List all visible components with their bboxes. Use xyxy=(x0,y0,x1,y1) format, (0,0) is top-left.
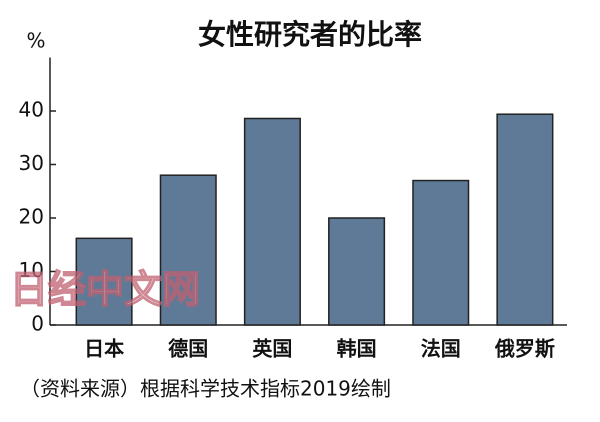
x-tick-label: 俄罗斯 xyxy=(494,337,555,361)
y-unit: % xyxy=(26,29,45,53)
bar xyxy=(243,117,301,326)
watermark: 日经中文网 xyxy=(10,268,200,312)
y-tick-label: 40 xyxy=(19,98,44,122)
x-tick-label: 德国 xyxy=(168,337,208,361)
bar xyxy=(496,113,554,326)
y-tick-label: 0 xyxy=(31,312,44,336)
chart-title: 女性研究者的比率 xyxy=(198,18,422,51)
x-tick-label: 英国 xyxy=(252,337,292,361)
bar xyxy=(159,174,217,326)
bar xyxy=(412,179,470,326)
bar xyxy=(328,217,386,326)
y-tick-label: 30 xyxy=(19,151,44,175)
source-note: （资料来源）根据科学技术指标2019绘制 xyxy=(20,377,391,401)
bar xyxy=(75,237,133,326)
y-tick-label: 10 xyxy=(19,258,44,282)
x-tick-label: 日本 xyxy=(84,337,124,361)
x-tick-label: 法国 xyxy=(421,337,461,361)
x-tick-label: 韩国 xyxy=(337,337,377,361)
y-tick-label: 20 xyxy=(19,205,44,229)
